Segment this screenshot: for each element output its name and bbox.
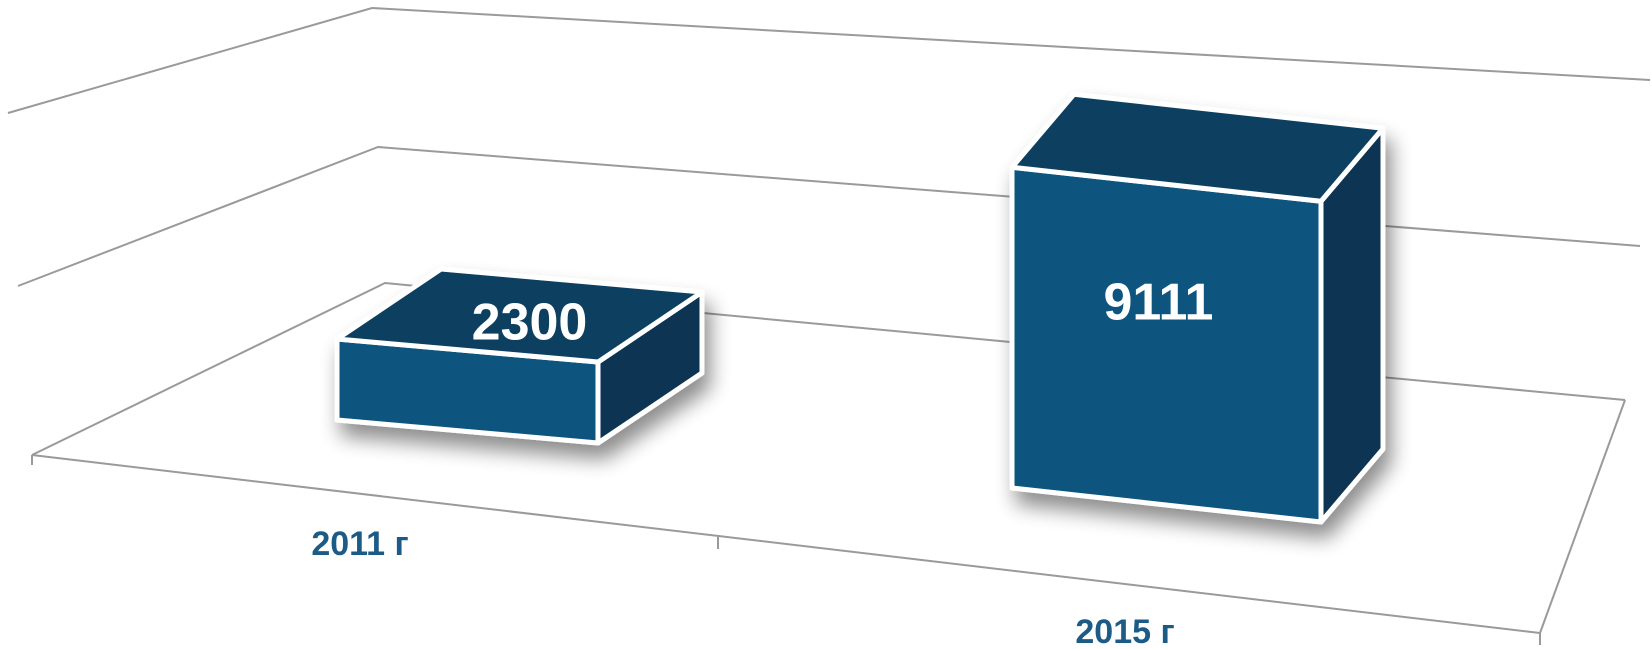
category-label: 2015 г: [1075, 613, 1174, 649]
gridline-middle: [17, 145, 1641, 287]
bar-0: [334, 266, 705, 446]
bar-top-face: [334, 266, 705, 365]
data-labels: 2300 9111: [472, 273, 1214, 351]
bar-value-label: 9111: [1104, 273, 1214, 331]
gridline-top: [7, 6, 1651, 114]
category-labels: 2011 г 2015 г: [311, 525, 1174, 649]
floor: [31, 399, 1626, 645]
gridline-floor-back: [31, 281, 1626, 456]
bars: [334, 91, 1386, 525]
bar-front-face: [1009, 164, 1324, 525]
bar-value-label: 2300: [472, 294, 588, 352]
category-label: 2011 г: [311, 525, 408, 563]
bar-top-face: [1009, 91, 1386, 204]
bar-1: [1009, 91, 1386, 525]
floor-right-edge: [1539, 399, 1626, 634]
floor-front-edge: [31, 454, 1541, 634]
gridlines: [7, 6, 1651, 456]
